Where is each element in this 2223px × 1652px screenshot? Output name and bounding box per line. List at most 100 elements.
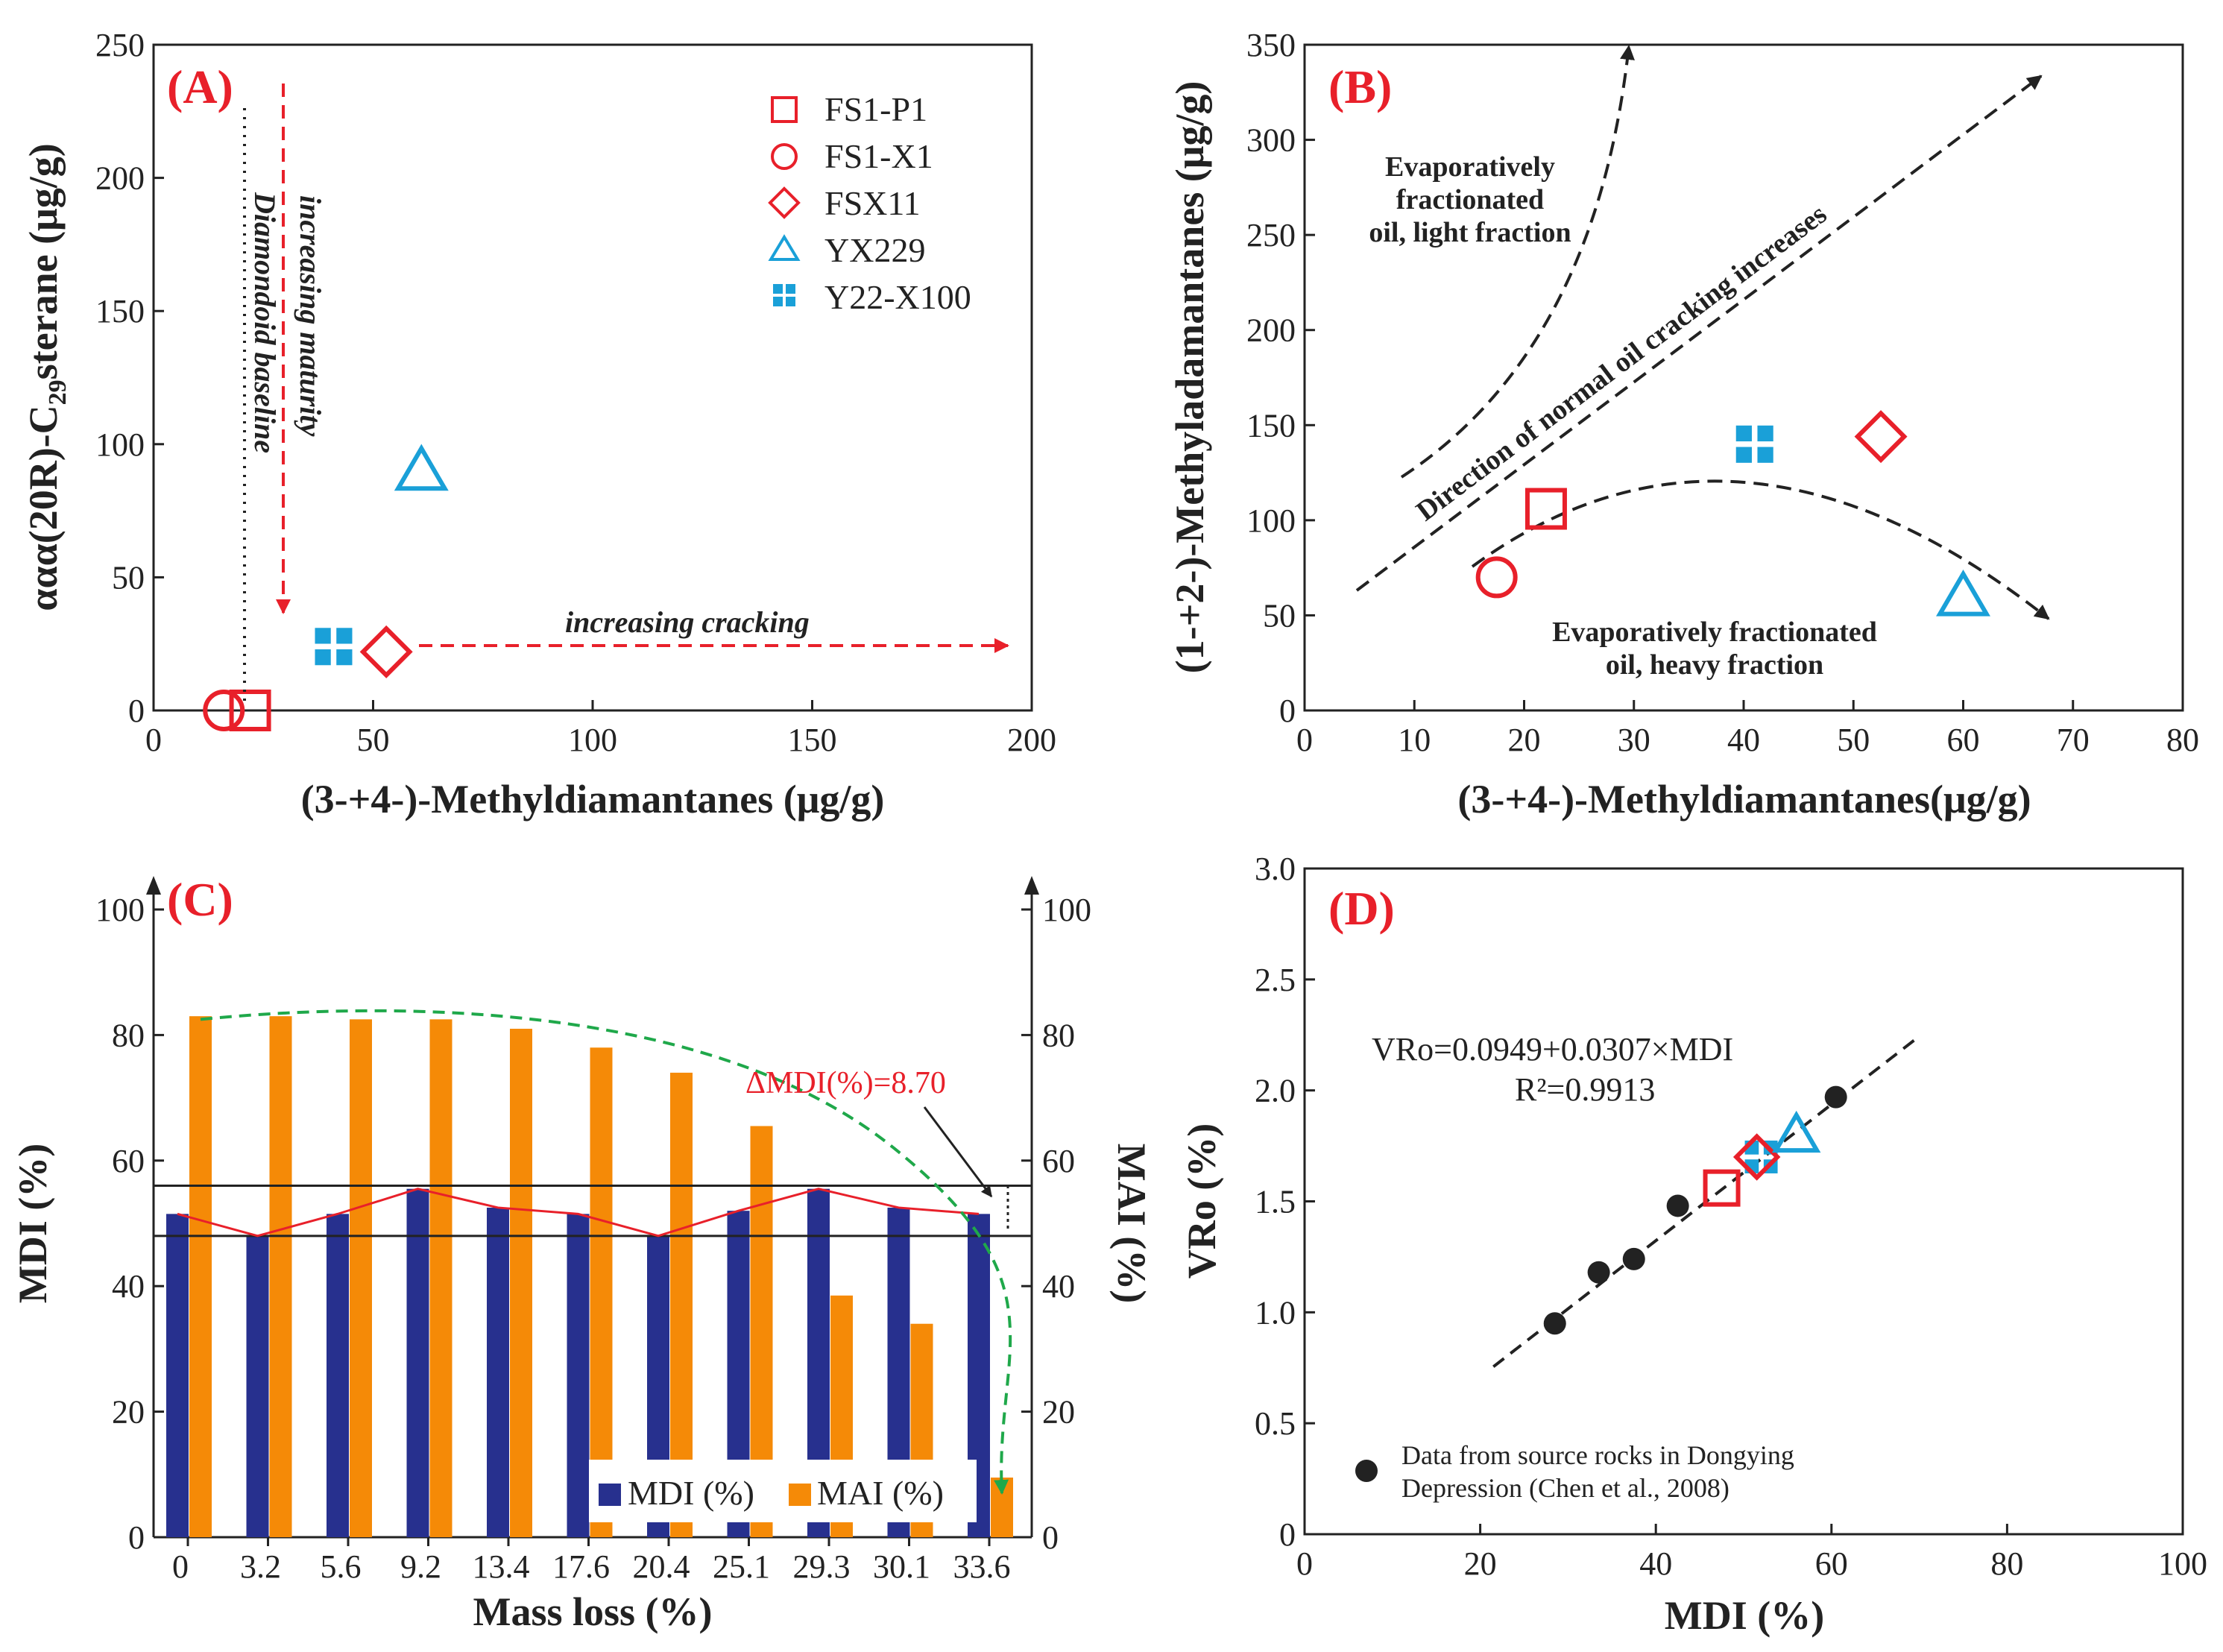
y-tick-label: 0 (128, 1519, 145, 1556)
panel-b-x-axis-label: (3-+4-)-Methyldiamantanes(μg/g) (1457, 777, 2031, 822)
panel-b-point-yx229 (1936, 569, 1990, 617)
x-tick-label: 70 (2057, 722, 2090, 758)
panel-b-light-annotation-3: oil, light fraction (1369, 217, 1571, 248)
mai-bar (590, 1047, 613, 1537)
y-tick-label: 50 (112, 559, 145, 596)
panel-b-light-fraction-arrow (1400, 45, 1635, 479)
x-tick-label: 33.6 (953, 1548, 1011, 1585)
legend-item-fs1-x1: FS1-X1 (824, 137, 933, 175)
mai-bar (429, 1019, 453, 1537)
panel-a-legend: FS1-P1 FS1-X1 FSX11 YX229 Y22-X100 (768, 90, 971, 316)
y-tick-label: 2.5 (1255, 962, 1296, 998)
y-tick-label: 100 (95, 426, 145, 463)
panel-a-label: (A) (167, 60, 233, 113)
mai-bar (189, 1016, 212, 1537)
y-tick-label: 150 (1246, 407, 1296, 444)
x-tick-label: 200 (1007, 722, 1056, 758)
legend-diamond-icon (768, 186, 801, 219)
x-tick-label: 50 (357, 722, 390, 758)
y-tick-label: 100 (95, 892, 145, 928)
mai-trend-curve (200, 1009, 1012, 1495)
panel-b-point-fs1-x1 (1475, 556, 1518, 599)
panel-d-point-fs1-p1 (1703, 1169, 1741, 1207)
panel-c-delta-annotation: ΔMDI(%)=8.70 (745, 1066, 946, 1100)
y-tick-label: 200 (95, 160, 145, 197)
source-rock-point (1666, 1194, 1689, 1217)
panel-b-point-fs1-p1 (1524, 488, 1567, 530)
y-tick-label: 40 (112, 1268, 145, 1305)
panel-a: 0 50 100 150 200 0 50 100 150 200 250 (A) (3-+4-)-… (21, 27, 1056, 822)
panel-a-cracking-annotation: increasing cracking (565, 605, 810, 639)
panel-d-point-fsx11 (1732, 1133, 1781, 1181)
x-tick-label: 80 (2166, 722, 2199, 758)
y-tick-label: 250 (95, 27, 145, 63)
x-tick-label: 20 (1464, 1545, 1497, 1582)
panel-d: 0 20 40 60 80 100 0 0.5 1.0 1.5 2.0 2.5 3.0 (D) MDI … (1179, 851, 2207, 1638)
y-tick-label: 100 (1246, 502, 1296, 539)
panel-b-normal-cracking-arrow (1355, 75, 2043, 592)
x-tick-label: 60 (1947, 722, 1980, 758)
panel-d-legend-text: Data from source rocks in Dongying Depre… (1401, 1440, 1801, 1503)
legend-mdi-label: MDI (%) (628, 1474, 754, 1512)
panel-c-label: (C) (167, 873, 233, 926)
panel-b-label: (B) (1328, 60, 1392, 113)
x-tick-label: 29.3 (793, 1548, 851, 1585)
panel-a-maturity-annotation: increasing maturity (294, 195, 327, 437)
x-tick-label: 50 (1837, 722, 1870, 758)
panel-a-baseline-annotation: Diamondoid baseline (248, 192, 282, 453)
y-tick-label: 0.5 (1255, 1405, 1296, 1442)
panel-a-point-yx229 (394, 444, 449, 491)
x-tick-label: 9.2 (400, 1548, 441, 1585)
panel-b-y-axis-label: (1-+2-)-Methyladamantanes (μg/g) (1167, 81, 1212, 674)
source-rock-point (1824, 1085, 1847, 1109)
panel-a-x-axis-label: (3-+4-)-Methyldiamantanes (μg/g) (301, 777, 885, 822)
mdi-bar (246, 1235, 269, 1537)
panel-d-label: (D) (1328, 882, 1395, 935)
panel-d-equation: VRo=0.0949+0.0307×MDI (1372, 1031, 1733, 1068)
source-rock-point (1587, 1261, 1610, 1284)
x-tick-label: 0 (145, 722, 162, 758)
y2-tick-label: 100 (1042, 892, 1091, 928)
x-tick-label: 20 (1508, 722, 1541, 758)
legend-cross-squares-icon (773, 284, 795, 306)
legend-source-rock-icon (1355, 1460, 1378, 1482)
legend-item-fs1-p1: FS1-P1 (824, 90, 927, 128)
mdi-bar (166, 1214, 189, 1537)
y2-tick-label: 60 (1042, 1143, 1075, 1179)
mdi-bar (406, 1188, 429, 1537)
y-tick-label: 350 (1246, 27, 1296, 63)
panel-c-delta-arrow (923, 1106, 993, 1198)
panel-c-y-axis-label: MDI (%) (10, 1144, 55, 1303)
mdi-bar (567, 1214, 590, 1537)
mai-bar (510, 1028, 532, 1537)
y-tick-label: 2.0 (1255, 1073, 1296, 1109)
legend-item-yx229: YX229 (824, 231, 925, 269)
panel-b-heavy-fraction-arrow (1471, 479, 2050, 620)
y-tick-label: 150 (95, 293, 145, 330)
legend-circle-icon (771, 143, 798, 170)
y2-tick-label: 20 (1042, 1394, 1075, 1431)
y-tick-label: 1.5 (1255, 1184, 1296, 1220)
x-tick-label: 0 (1296, 722, 1313, 758)
panel-b: 0 10 20 30 40 50 60 70 80 0 50 100 150 200 250 300 350 (… (1167, 27, 2199, 822)
x-tick-label: 80 (1990, 1545, 2023, 1582)
panel-c-y2-axis-label: MAI (%) (1109, 1144, 1154, 1303)
x-tick-label: 25.1 (713, 1548, 770, 1585)
x-tick-label: 60 (1815, 1545, 1848, 1582)
panel-a-y-axis-label: ααα(20R)-C29sterane (μg/g) (21, 143, 72, 611)
legend-mdi-swatch (599, 1484, 621, 1506)
y2-tick-label: 40 (1042, 1268, 1075, 1305)
panel-d-y-axis-label: VRo (%) (1179, 1123, 1224, 1279)
mdi-bar (487, 1207, 509, 1537)
panel-a-point-y22-x100 (315, 628, 353, 666)
panel-d-r-squared: R²=0.9913 (1515, 1071, 1655, 1108)
legend-item-fsx11: FSX11 (824, 184, 921, 222)
source-rock-point (1622, 1247, 1645, 1270)
legend-triangle-icon (768, 234, 801, 261)
x-tick-label: 40 (1639, 1545, 1672, 1582)
x-tick-label: 150 (788, 722, 837, 758)
legend-square-icon (771, 96, 798, 123)
panel-a-point-fs1-p1 (229, 690, 271, 731)
y-tick-label: 200 (1246, 312, 1296, 349)
